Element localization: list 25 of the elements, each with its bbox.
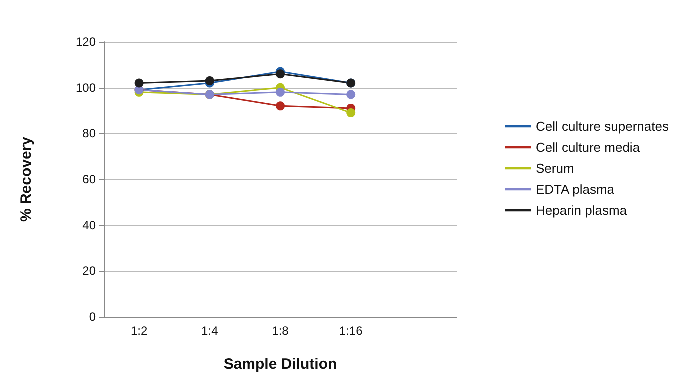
x-tick-label: 1:4 (202, 324, 219, 338)
x-tick-label: 1:2 (130, 324, 148, 338)
x-tick-label: 1:8 (272, 324, 290, 338)
point (276, 102, 285, 111)
y-tick-label: 0 (89, 310, 96, 324)
legend-label: EDTA plasma (536, 182, 616, 197)
y-tick-label: 40 (82, 218, 96, 232)
y-tick-label: 20 (82, 264, 96, 278)
x-tick-label: 1:16 (339, 324, 364, 338)
legend-label: Cell culture media (536, 140, 641, 155)
y-tick-label: 100 (76, 80, 96, 95)
point (205, 76, 214, 86)
y-tick-label: 80 (82, 126, 96, 141)
point (276, 70, 285, 79)
y-tick-label: 120 (76, 35, 96, 49)
point (134, 78, 144, 88)
point (276, 88, 285, 97)
y-tick-label: 60 (82, 172, 96, 186)
legend-label: Serum (536, 161, 574, 176)
legend-label: Heparin plasma (536, 203, 628, 218)
x-axis-title: Sample Dilution (224, 356, 338, 373)
y-axis-title: % Recovery (18, 136, 35, 222)
legend-label: Cell culture supernates (536, 119, 670, 134)
point (346, 108, 356, 118)
point (346, 90, 356, 100)
